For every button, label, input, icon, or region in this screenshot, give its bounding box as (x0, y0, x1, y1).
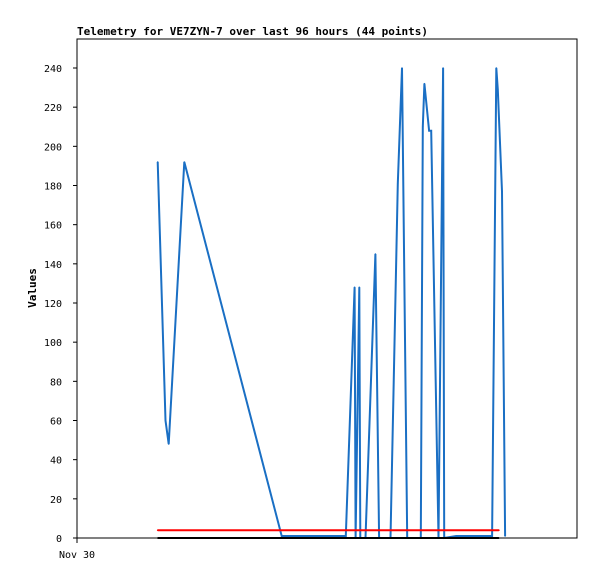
series-layer (156, 67, 507, 540)
data-point (401, 67, 403, 69)
y-tick-label: 240 (44, 64, 62, 75)
data-point (156, 161, 159, 163)
data-point (167, 443, 170, 445)
data-point (374, 253, 377, 255)
data-point (498, 537, 500, 539)
data-point (156, 537, 159, 539)
y-tick-label: 80 (50, 377, 62, 388)
data-point (423, 82, 426, 85)
y-tick-label: 20 (50, 495, 62, 506)
data-point (397, 182, 399, 185)
data-point (353, 286, 356, 289)
data-point (358, 286, 361, 289)
data-point (495, 67, 498, 69)
data-point (491, 535, 493, 537)
y-tick-label: 220 (44, 103, 62, 114)
data-point (422, 126, 424, 128)
data-point (428, 129, 430, 132)
y-tick-label: 40 (50, 456, 62, 467)
data-point (455, 535, 458, 537)
data-point (164, 419, 167, 422)
data-point (345, 535, 347, 537)
data-point (504, 535, 506, 537)
chart-title: Telemetry for VE7ZYN-7 over last 96 hour… (77, 25, 428, 38)
data-point (498, 529, 500, 531)
data-point (501, 190, 503, 193)
y-tick-label: 140 (44, 260, 62, 271)
data-point (183, 161, 186, 163)
x-tick-label: Nov 30 (59, 550, 95, 561)
y-tick-label: 160 (44, 221, 62, 232)
data-point (430, 129, 433, 132)
data-point (442, 67, 444, 69)
y-tick-label: 120 (44, 299, 62, 310)
y-tick-label: 60 (50, 417, 62, 428)
series-line-0 (156, 67, 507, 540)
data-point (280, 535, 283, 537)
y-tick-label: 200 (44, 142, 62, 153)
data-point (456, 535, 459, 537)
y-axis-ticks: 0 20 40 60 80 100 120 140 160 180 200 220 240 (44, 64, 77, 545)
data-point (497, 88, 499, 91)
y-axis-label: Values (26, 268, 39, 308)
x-axis-ticks: Nov 30 (59, 538, 95, 561)
y-tick-label: 180 (44, 182, 62, 193)
data-point (156, 529, 159, 531)
y-tick-label: 100 (44, 338, 62, 349)
y-tick-label: 0 (56, 534, 62, 545)
